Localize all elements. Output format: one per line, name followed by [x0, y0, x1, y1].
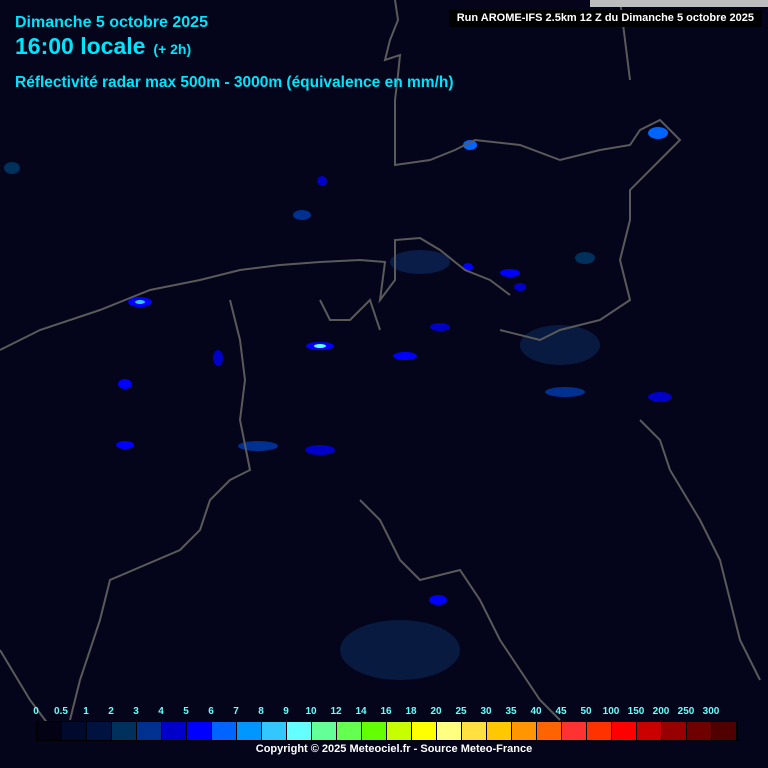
- legend-swatch: [637, 722, 662, 740]
- legend-label: 25: [455, 706, 467, 717]
- border-lines: [0, 0, 761, 741]
- legend-label: 3: [133, 706, 139, 717]
- legend-label: 300: [702, 706, 720, 717]
- legend-label: 5: [183, 706, 189, 717]
- legend-label: 2: [108, 706, 114, 717]
- legend-label: 1: [83, 706, 89, 717]
- forecast-time: 16:00 locale (+ 2h): [15, 33, 191, 60]
- legend-swatch: [712, 722, 737, 740]
- map-edge-strip: [590, 0, 768, 7]
- legend-swatch: [612, 722, 637, 740]
- legend-swatch: [337, 722, 362, 740]
- forecast-offset: (+ 2h): [153, 41, 192, 57]
- legend-label: 8: [258, 706, 264, 717]
- legend-label: 50: [580, 706, 592, 717]
- legend-label: 10: [305, 706, 317, 717]
- legend-swatch: [112, 722, 137, 740]
- legend-swatch: [462, 722, 487, 740]
- legend-label: 9: [283, 706, 289, 717]
- legend-label: 0: [33, 706, 39, 717]
- product-title: Réflectivité radar max 500m - 3000m (équ…: [15, 74, 454, 91]
- forecast-date: Dimanche 5 octobre 2025: [15, 14, 208, 31]
- legend-label: 250: [677, 706, 695, 717]
- legend-swatch: [87, 722, 112, 740]
- legend-swatch: [37, 722, 62, 740]
- legend-label: 16: [380, 706, 392, 717]
- legend-swatch: [412, 722, 437, 740]
- legend-swatch: [287, 722, 312, 740]
- legend-swatch: [562, 722, 587, 740]
- legend-swatch: [62, 722, 87, 740]
- run-info: Run AROME-IFS 2.5km 12 Z du Dimanche 5 o…: [448, 10, 762, 27]
- legend-label: 4: [158, 706, 164, 717]
- legend-label: 45: [555, 706, 567, 717]
- legend-label: 6: [208, 706, 214, 717]
- legend-label: 40: [530, 706, 542, 717]
- legend-label: 7: [233, 706, 239, 717]
- legend-swatch: [162, 722, 187, 740]
- legend-color-scale: [36, 721, 738, 741]
- legend-swatch: [587, 722, 612, 740]
- legend-swatch: [487, 722, 512, 740]
- legend-label: 0.5: [54, 706, 68, 717]
- legend-swatch: [262, 722, 287, 740]
- legend-label: 14: [355, 706, 367, 717]
- legend-swatch: [312, 722, 337, 740]
- legend-swatch: [362, 722, 387, 740]
- legend-label: 18: [405, 706, 417, 717]
- legend-swatch: [387, 722, 412, 740]
- legend-swatch: [187, 722, 212, 740]
- legend-swatch: [137, 722, 162, 740]
- precipitation-field: [4, 127, 672, 680]
- legend-label: 12: [330, 706, 342, 717]
- legend-label: 100: [602, 706, 620, 717]
- legend-label: 20: [430, 706, 442, 717]
- legend-swatch: [687, 722, 712, 740]
- legend-label: 35: [505, 706, 517, 717]
- legend-swatch: [512, 722, 537, 740]
- legend-swatch: [662, 722, 687, 740]
- legend-swatch: [437, 722, 462, 740]
- legend-swatch: [237, 722, 262, 740]
- legend-swatch: [537, 722, 562, 740]
- local-time: 16:00 locale: [15, 33, 146, 59]
- legend-label: 30: [480, 706, 492, 717]
- copyright: Copyright © 2025 Meteociel.fr - Source M…: [255, 743, 533, 755]
- legend-swatch: [212, 722, 237, 740]
- legend-label: 150: [627, 706, 645, 717]
- legend-label: 200: [652, 706, 670, 717]
